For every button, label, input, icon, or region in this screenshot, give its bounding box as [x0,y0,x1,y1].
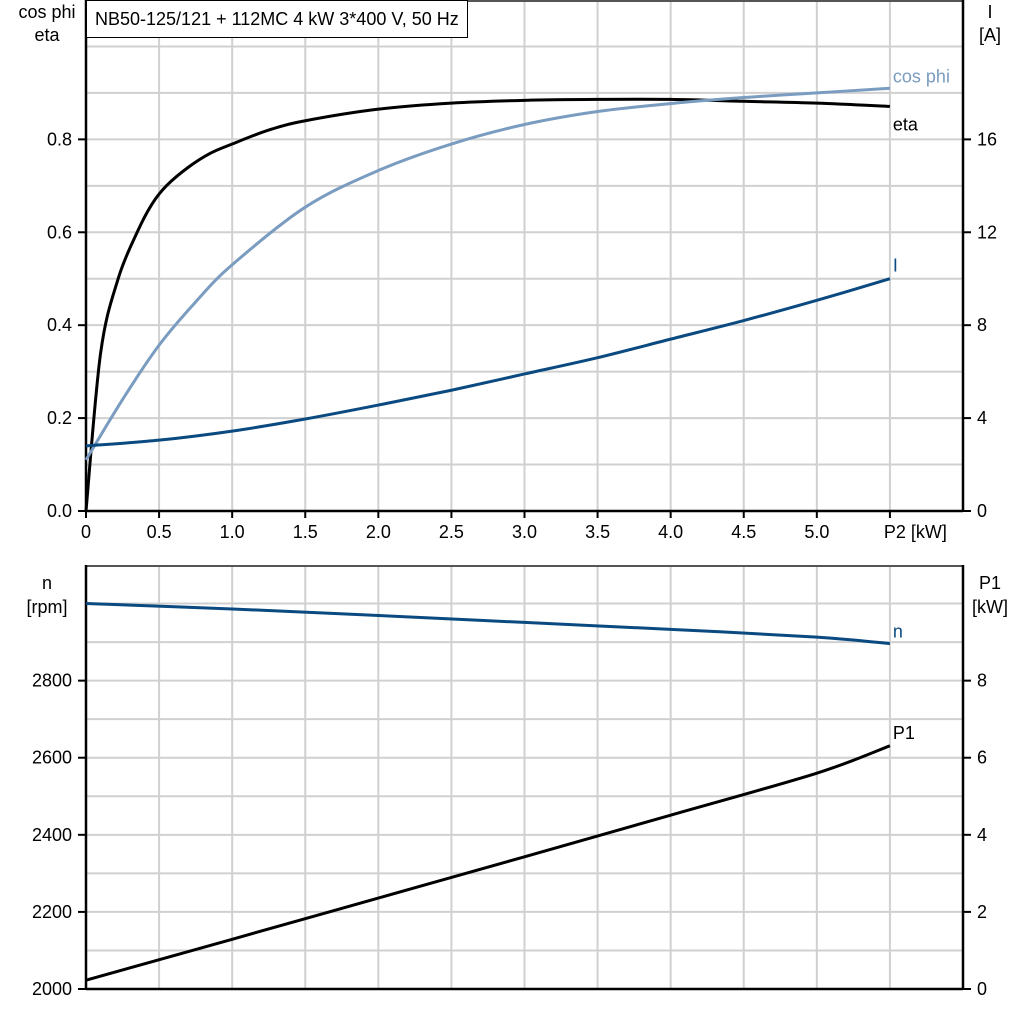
y-axis-label-left: eta [34,25,60,45]
series-line-p1 [85,744,891,982]
series-line-eta [84,97,890,512]
y-tick-label-left: 0.0 [47,501,72,521]
x-tick-label: 3.5 [585,522,610,542]
series-label: eta [893,114,919,134]
series-label: P1 [893,723,915,743]
series-line-cos-phi [84,86,891,461]
x-tick-label: 2.0 [366,522,391,542]
x-tick-label: 2.5 [439,522,464,542]
x-tick-label: 1.0 [220,522,245,542]
x-tick-label: 4.5 [731,522,756,542]
chart-panel-2: 2000 2200 2400 2600 2800 0 2 4 6 8 n [rpm] P1 [kW] n P1 [26,565,1008,999]
y-axis-label-right: [kW] [972,597,1008,617]
chart-title: NB50-125/121 + 112MC 4 kW 3*400 V, 50 Hz [86,0,468,38]
y-tick-label-right: 4 [977,408,987,428]
y-tick-label-right: 0 [977,979,987,999]
y-tick-label-right: 6 [977,748,987,768]
y-axis-label-right: P1 [979,573,1001,593]
x-tick-label: 5.0 [804,522,829,542]
y-tick-label-left: 2000 [32,979,72,999]
y-tick-label-right: 0 [977,501,987,521]
y-tick-label-left: 2800 [32,671,72,691]
y-tick-label-left: 2200 [32,902,72,922]
y-tick-label-right: 16 [977,129,997,149]
series-label: n [893,622,903,642]
y-tick-label-left: 2600 [32,748,72,768]
chart-panel-1: 0.0 0.2 0.4 0.6 0.8 0 4 8 12 16 cos phi eta I [A] 0 0.5… [18,0,1001,542]
y-tick-label-left: 2400 [32,825,72,845]
y-tick-label-left: 0.8 [47,129,72,149]
y-tick-label-right: 8 [977,315,987,335]
y-tick-label-right: 2 [977,902,987,922]
y-tick-label-right: 12 [977,222,997,242]
series-label: I [893,256,898,276]
y-axis-label-right: I [987,2,992,22]
x-tick-label: 0.5 [147,522,172,542]
x-axis-label: P2 [kW] [884,522,947,542]
y-tick-label-right: 8 [977,671,987,691]
y-tick-label-right: 4 [977,825,987,845]
y-tick-label-left: 0.4 [47,315,72,335]
y-axis-label-right: [A] [979,25,1001,45]
x-tick-label: 0 [81,522,91,542]
x-tick-label: 4.0 [658,522,683,542]
series-line-n [85,602,891,646]
x-tick-label: 3.0 [512,522,537,542]
y-tick-label-left: 0.2 [47,408,72,428]
series-line-i [85,277,891,448]
y-tick-label-left: 0.6 [47,222,72,242]
y-axis-label-left: cos phi [18,2,75,22]
x-tick-label: 1.5 [293,522,318,542]
series-label: cos phi [893,66,950,86]
y-axis-label-left: n [42,573,52,593]
y-axis-label-left: [rpm] [26,597,67,617]
